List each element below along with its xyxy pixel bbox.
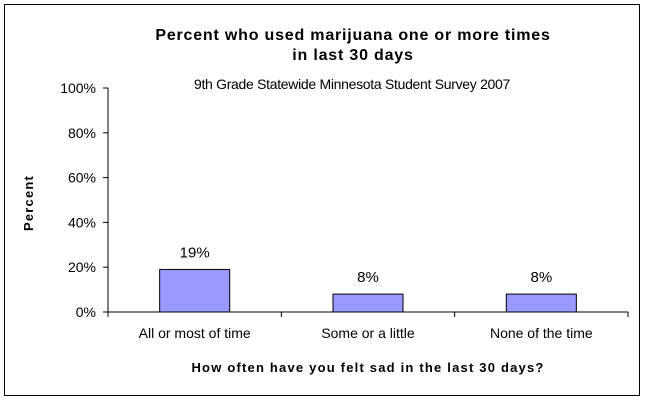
bar (332, 293, 404, 313)
chart-subtitle: 9th Grade Statewide Minnesota Student Su… (194, 76, 511, 92)
plot-area: 0% 20% 40% 60% 80% 100% 19% All or most of time… (60, 80, 629, 341)
y-tick-label: 60% (68, 170, 96, 186)
y-tick-label: 80% (68, 125, 96, 141)
y-tick-label: 20% (68, 259, 96, 275)
chart-frame (4, 4, 640, 396)
x-category-label: None of the time (490, 325, 593, 341)
bar-data-label: 8% (357, 269, 379, 286)
bar (505, 293, 577, 313)
x-category-label: Some or a little (321, 325, 415, 341)
bar-data-label: 19% (180, 244, 210, 261)
bar-data-label: 8% (530, 269, 552, 286)
y-axis-label: Percent (21, 175, 36, 231)
x-category-label: All or most of time (139, 325, 251, 341)
chart-title-line2: in last 30 days (292, 47, 413, 64)
bar (159, 268, 231, 313)
x-axis-label: How often have you felt sad in the last … (191, 360, 544, 375)
chart-title-line1: Percent who used marijuana one or more t… (155, 27, 550, 44)
y-tick-label: 0% (76, 304, 96, 320)
y-tick-label: 40% (68, 214, 96, 230)
y-tick-label: 100% (60, 80, 96, 96)
